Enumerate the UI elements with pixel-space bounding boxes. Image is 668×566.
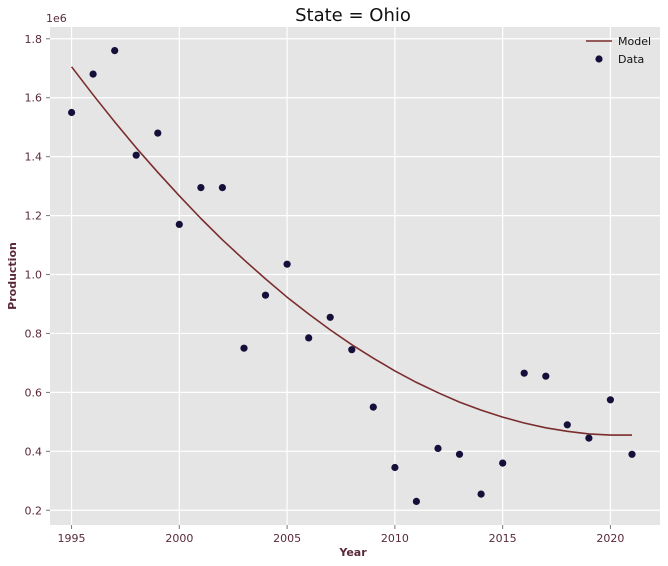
chart-title: State = Ohio [295,5,411,26]
y-tick-label: 0.6 [25,386,43,399]
y-tick-label: 1.8 [25,33,43,46]
y-offset-label: 1e6 [46,12,67,25]
model-line [70,66,632,436]
legend-data-label: Data [618,53,644,66]
data-point [585,434,593,442]
data-point [606,396,615,404]
x-tick-label: 2005 [273,532,301,545]
y-axis-label: Production [6,242,19,310]
data-point [240,344,248,352]
data-point [326,313,334,321]
data-point [455,450,464,458]
x-tick-label: 2015 [489,532,517,545]
data-point [434,444,442,452]
data-point [563,421,571,429]
data-point [111,47,119,55]
data-point [477,490,485,498]
data-point [261,291,270,299]
data-point [520,369,528,377]
legend-data-swatch [595,55,603,63]
data-point [369,403,377,411]
data-point [175,220,183,228]
plot-area [50,27,660,525]
x-axis-ticks: 1995 2000 2005 2010 2015 2020 [58,525,624,545]
data-point [348,346,356,354]
data-point [218,184,226,192]
y-tick-label: 0.2 [25,504,43,517]
data-point [412,497,420,505]
grid [50,27,660,525]
data-point [283,260,291,268]
data-point [628,450,636,458]
legend-model-label: Model [618,35,651,48]
y-tick-label: 1.2 [25,210,43,223]
x-axis-label: Year [338,546,367,559]
x-tick-label: 2020 [596,532,624,545]
data-point [391,463,399,472]
data-point [68,108,76,117]
data-point [197,184,205,192]
x-tick-label: 2000 [165,532,193,545]
y-tick-label: 0.8 [25,327,43,340]
data-point [154,129,162,137]
y-tick-label: 0.4 [25,445,43,458]
y-tick-label: 1.4 [25,151,43,164]
data-point [305,334,313,342]
data-point [132,151,140,159]
data-point [542,372,550,380]
y-tick-label: 1.6 [25,92,43,105]
x-tick-label: 2010 [381,532,409,545]
data-points [68,47,636,505]
data-point [89,70,97,78]
legend: Model Data [586,35,651,66]
y-axis-ticks: 0.2 0.4 0.6 0.8 1.0 1.2 1.4 1.6 1.8 [25,33,50,517]
model-layer [70,66,632,436]
x-tick-label: 1995 [58,532,86,545]
y-tick-label: 1.0 [25,269,43,282]
data-point [499,459,507,467]
